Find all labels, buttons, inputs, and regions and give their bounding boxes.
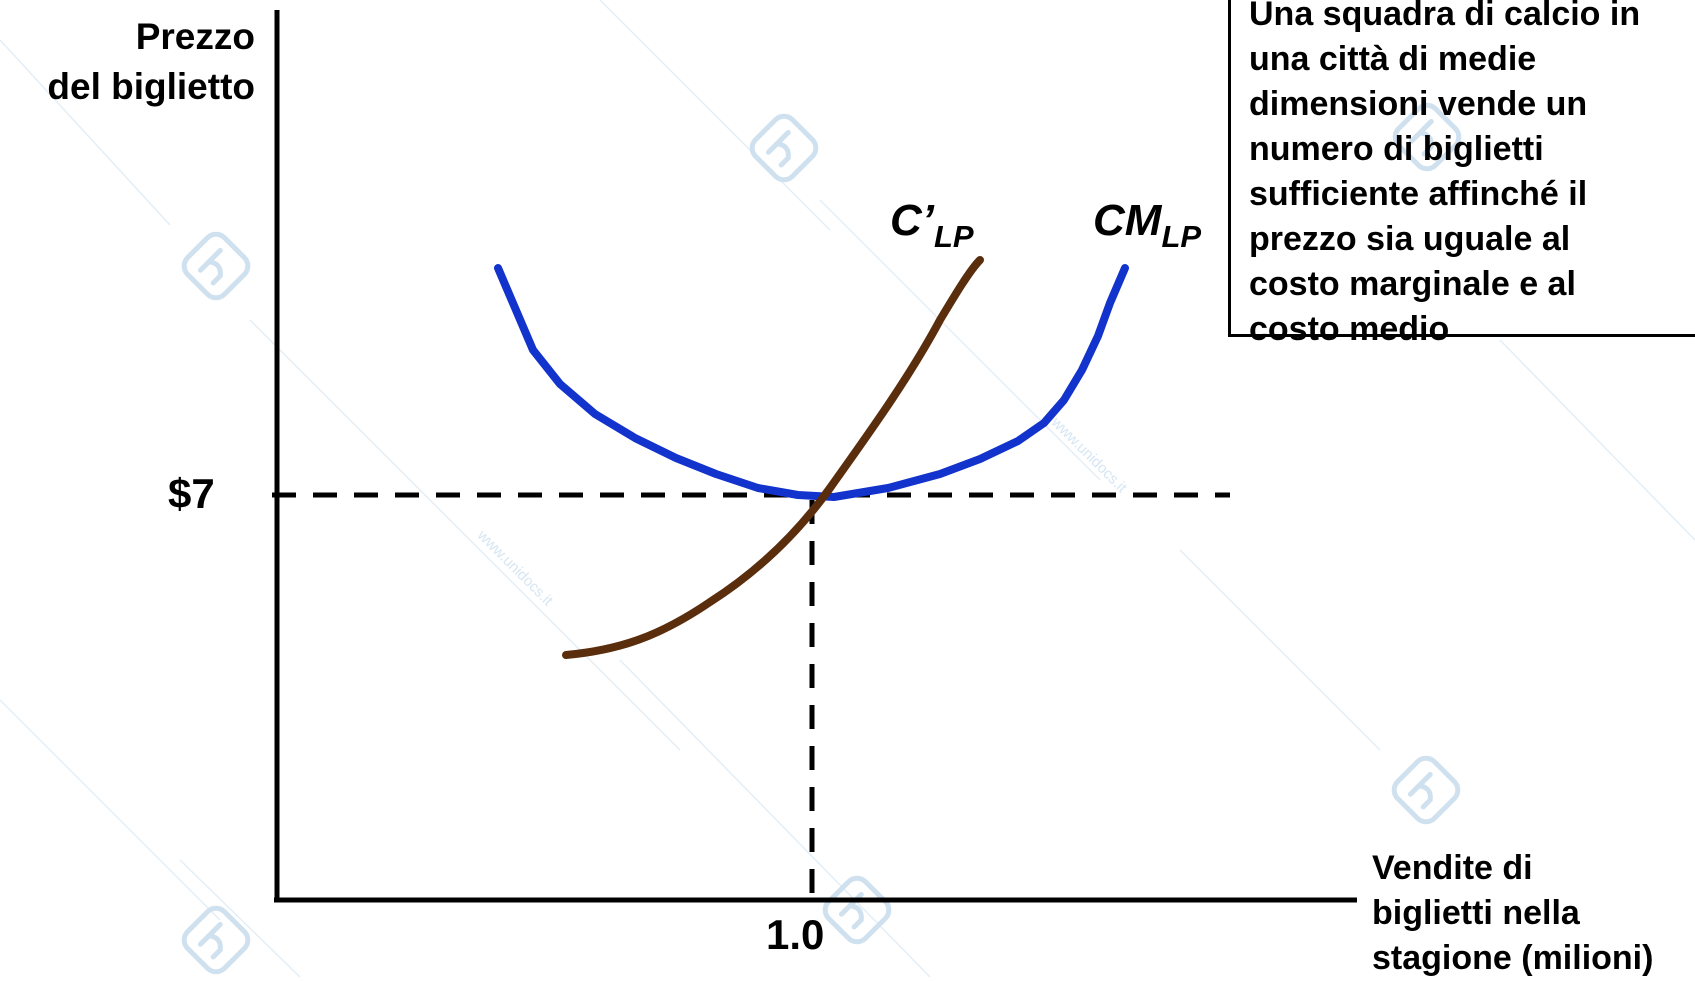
average-cost-curve	[494, 264, 1129, 501]
unidocs-logo-icon	[181, 231, 251, 301]
y-axis-label-line: Prezzo	[135, 16, 255, 57]
quantity-tick-label: 1.0	[766, 911, 825, 958]
marginal-cost-label-sub: LP	[934, 219, 974, 254]
unidocs-logo-icon	[749, 113, 819, 183]
note-line: una città di medie	[1249, 40, 1537, 78]
note-line: costo medio	[1249, 310, 1450, 348]
watermark-logos	[181, 102, 1462, 975]
y-axis-label-line: del biglietto	[47, 66, 255, 107]
note-line: Una squadra di calcio in	[1249, 0, 1641, 33]
marginal-cost-curve	[562, 256, 984, 659]
note-line: costo marginale e al	[1249, 265, 1576, 303]
note-line: dimensioni vende un	[1249, 85, 1588, 123]
unidocs-logo-icon	[181, 905, 251, 975]
unidocs-logo-icon	[1392, 102, 1462, 172]
average-cost-label-sub: LP	[1161, 219, 1202, 254]
average-cost-label: CMLP	[1093, 196, 1201, 255]
marginal-cost-label-main: C’	[890, 196, 934, 245]
price-tick-label: $7	[168, 470, 215, 517]
unidocs-logo-icon	[1391, 755, 1461, 825]
unidocs-logo-icon	[822, 875, 892, 945]
x-axis-label-line: stagione (milioni)	[1372, 939, 1654, 977]
y-axis-label: Prezzo del biglietto	[47, 12, 255, 112]
note-line: numero di biglietti	[1249, 130, 1544, 168]
average-cost-label-main: CM	[1093, 196, 1162, 245]
explanation-note: Una squadra di calcio in una città di me…	[1228, 0, 1695, 348]
x-axis-label-line: Vendite di	[1372, 849, 1533, 887]
note-line: prezzo sia uguale al	[1249, 220, 1571, 258]
x-axis-label: Vendite di biglietti nella stagione (mil…	[1372, 846, 1653, 981]
marginal-cost-label: C’LP	[890, 196, 974, 255]
x-axis-label-line: biglietti nella	[1372, 894, 1580, 932]
note-line: sufficiente affinché il	[1249, 175, 1588, 213]
